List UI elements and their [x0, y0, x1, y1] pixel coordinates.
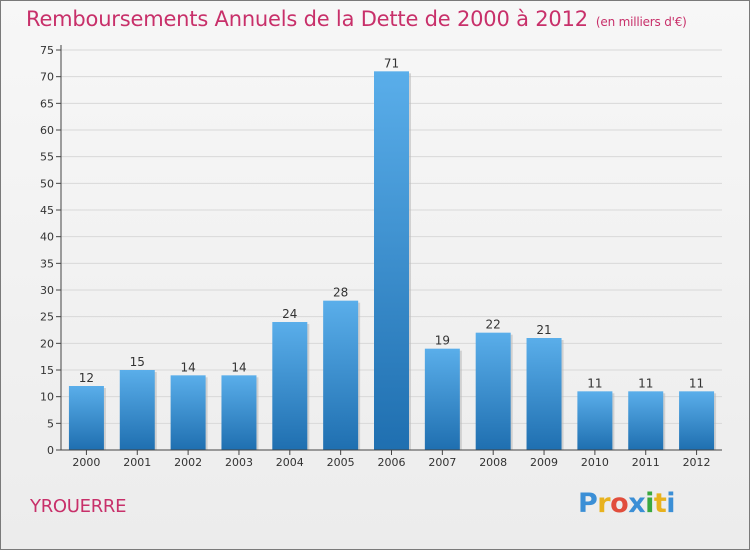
x-tick-label: 2011: [632, 456, 660, 469]
y-tick-label: 30: [40, 284, 54, 297]
logo-letter: x: [628, 488, 646, 519]
logo-letter: o: [610, 488, 629, 519]
city-name: YROUERRE: [30, 496, 127, 517]
y-tick-label: 75: [40, 44, 54, 57]
y-tick-label: 60: [40, 124, 54, 137]
y-tick-label: 10: [40, 391, 54, 404]
data-label: 24: [282, 307, 297, 321]
data-label: 12: [79, 371, 94, 385]
y-tick-label: 20: [40, 337, 54, 350]
y-tick-label: 15: [40, 364, 54, 377]
bar-2006: [374, 71, 409, 450]
bars: [68, 71, 717, 450]
chart-title: Remboursements Annuels de la Dette de 20…: [26, 7, 687, 31]
logo-letter: i: [666, 488, 676, 519]
y-tick-label: 65: [40, 97, 54, 110]
bar-2000: [68, 386, 104, 450]
bar-2005: [323, 300, 359, 450]
data-label: 11: [689, 376, 704, 390]
data-label: 14: [180, 360, 195, 374]
x-tick-label: 2001: [123, 456, 151, 469]
data-labels: 12 15 14 14 24 28 71 19 22 21 11 11 11: [79, 56, 704, 390]
y-tick-label: 25: [40, 311, 54, 324]
y-tick-label: 35: [40, 257, 54, 270]
x-tick-labels: 2000 2001 2002 2003 2004 2005 2006 2007 2008 2009…: [72, 456, 710, 469]
bar-2007: [424, 348, 460, 450]
x-tick-label: 2007: [428, 456, 456, 469]
title-text: Remboursements Annuels de la Dette de 20…: [26, 7, 588, 31]
data-label: 14: [231, 360, 246, 374]
data-label: 15: [130, 355, 145, 369]
data-label: 28: [333, 286, 348, 300]
bar-2004: [272, 322, 308, 450]
logo-letter: P: [578, 488, 598, 519]
data-label: 21: [536, 323, 551, 337]
x-tick-label: 2012: [683, 456, 711, 469]
bar-2002: [170, 375, 206, 450]
logo-letter: r: [597, 488, 611, 519]
y-tick-label: 55: [40, 151, 54, 164]
bar-2008: [475, 332, 511, 450]
y-tick-label: 40: [40, 231, 54, 244]
x-tick-label: 2002: [174, 456, 202, 469]
x-tick-label: 2008: [479, 456, 507, 469]
x-tick-label: 2005: [327, 456, 355, 469]
bar-2010: [577, 391, 613, 450]
data-label: 19: [435, 334, 450, 348]
bar-2009: [526, 338, 562, 450]
y-tick-label: 50: [40, 177, 54, 190]
bar-2001: [119, 370, 155, 450]
data-label: 11: [587, 376, 602, 390]
data-label: 11: [638, 376, 653, 390]
bar-2012: [679, 391, 715, 450]
data-label: 22: [486, 318, 501, 332]
bar-2003: [221, 375, 257, 450]
axes: [56, 45, 722, 455]
bar-2011: [628, 391, 664, 450]
x-tick-label: 2003: [225, 456, 253, 469]
proxiti-logo: Proxiti: [578, 488, 676, 519]
y-tick-label: 70: [40, 71, 54, 84]
x-tick-label: 2004: [276, 456, 304, 469]
y-tick-label: 0: [47, 444, 54, 457]
chart-subtitle: (en milliers d'€): [595, 15, 687, 29]
y-tick-labels: 0 5 10 15 20 25 30 35 40 45 50 55 60 65 70 75: [40, 44, 54, 457]
x-tick-label: 2006: [378, 456, 406, 469]
x-tick-label: 2009: [530, 456, 558, 469]
data-label: 71: [384, 56, 399, 70]
logo-letter: t: [653, 488, 667, 519]
x-tick-label: 2000: [72, 456, 100, 469]
y-tick-label: 45: [40, 204, 54, 217]
x-tick-label: 2010: [581, 456, 609, 469]
y-tick-label: 5: [47, 417, 54, 430]
logo-letter: i: [645, 488, 654, 519]
